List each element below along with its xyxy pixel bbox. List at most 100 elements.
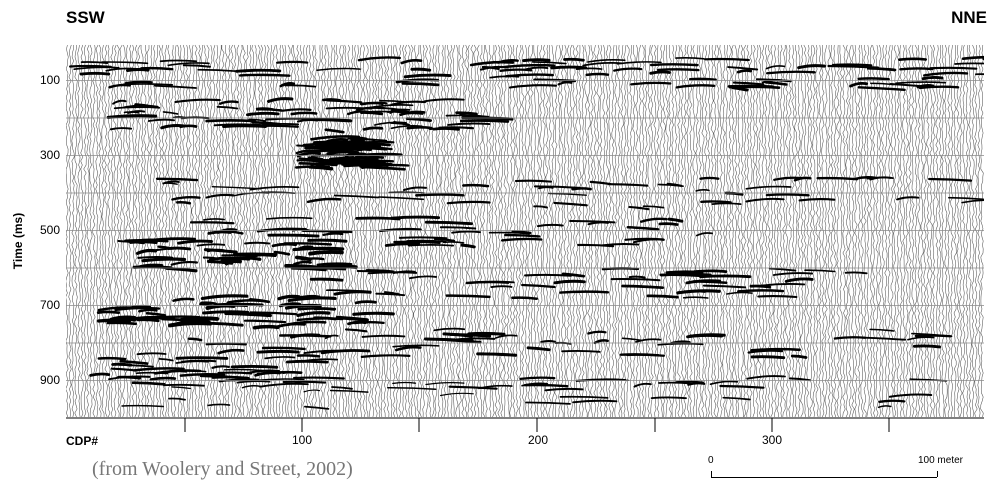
wiggle-trace xyxy=(557,44,561,418)
reflector-streak xyxy=(295,149,315,155)
reflector-streak xyxy=(140,66,174,71)
reflector-streak xyxy=(975,73,984,76)
reflector-streak xyxy=(325,106,372,110)
reflector-streak xyxy=(765,70,816,75)
reflector-streak xyxy=(235,68,282,73)
wiggle-trace xyxy=(563,44,567,418)
reflector-streak xyxy=(764,81,788,86)
reflector-streak xyxy=(531,61,567,65)
reflector-streak xyxy=(362,126,384,131)
reflector-streak xyxy=(276,60,309,64)
wiggle-trace xyxy=(602,44,606,418)
y-tick-500: 500 xyxy=(39,223,60,237)
reflector-streak xyxy=(112,99,127,105)
reflector-streak xyxy=(667,217,684,223)
wiggle-trace xyxy=(584,44,588,418)
reflector-streak xyxy=(218,100,239,105)
wiggle-trace xyxy=(977,44,981,418)
reflector-streak xyxy=(176,200,192,205)
wiggle-trace xyxy=(788,44,792,418)
reflector-streak xyxy=(309,277,344,282)
wiggle-trace xyxy=(617,44,621,418)
reflector-streak xyxy=(571,187,592,191)
reflector-streak xyxy=(857,86,906,91)
reflector-streak xyxy=(378,106,406,112)
wiggle-trace xyxy=(569,44,573,418)
reflector-streak xyxy=(149,376,177,381)
y-tick-100: 100 xyxy=(39,73,60,87)
reflector-streak xyxy=(177,239,213,245)
reflector-streak xyxy=(101,61,149,65)
reflector-streak xyxy=(460,243,476,249)
wiggle-trace xyxy=(689,44,693,418)
reflector-streak xyxy=(171,196,201,201)
reflector-streak xyxy=(281,108,312,112)
wiggle-trace xyxy=(767,44,771,418)
reflector-streak xyxy=(575,67,603,71)
reflector-streak xyxy=(202,256,221,260)
reflector-streak xyxy=(533,205,548,209)
reflector-streak xyxy=(153,84,197,89)
reflector-streak xyxy=(290,111,318,116)
reflector-streak xyxy=(522,58,551,63)
wiggle-trace xyxy=(425,44,429,418)
reflector-streak xyxy=(585,72,610,77)
reflector-streak xyxy=(895,81,947,85)
reflector-streak xyxy=(745,185,792,190)
reflector-streak xyxy=(536,223,564,228)
reflector-streak xyxy=(657,342,704,346)
reflector-streak xyxy=(788,377,811,382)
reflector-streak xyxy=(316,262,353,267)
wiggle-trace xyxy=(104,44,108,418)
reflector-streak xyxy=(490,285,513,289)
reflector-streak xyxy=(296,354,321,358)
reflector-streak xyxy=(232,252,277,258)
reflector-streak xyxy=(889,83,927,88)
wiggle-trace xyxy=(908,44,912,418)
reflector-streak xyxy=(355,155,385,161)
reflector-streak xyxy=(442,332,474,338)
reflector-streak xyxy=(261,346,306,351)
reflector-streak xyxy=(316,150,334,153)
wiggle-trace xyxy=(749,44,753,418)
reflector-streak xyxy=(635,338,662,343)
reflector-streak xyxy=(307,238,348,243)
reflector-streak xyxy=(448,385,498,390)
reflector-streak xyxy=(224,259,242,266)
wiggle-trace xyxy=(605,44,609,418)
reflector-streak xyxy=(161,317,196,323)
wiggle-trace xyxy=(410,44,414,418)
wiggle-trace xyxy=(284,44,288,418)
reflector-streak xyxy=(137,255,174,259)
wiggle-trace xyxy=(932,44,936,418)
reflector-streak xyxy=(255,107,283,112)
wiggle-trace xyxy=(164,44,168,418)
reflector-streak xyxy=(587,330,607,335)
wiggle-trace xyxy=(452,44,456,418)
wiggle-trace xyxy=(764,44,768,418)
reflector-streak xyxy=(462,183,490,188)
reflector-streak xyxy=(649,70,671,75)
y-tick-300: 300 xyxy=(39,148,60,162)
reflector-streak xyxy=(333,194,380,199)
reflector-streak xyxy=(658,222,679,226)
reflector-streak xyxy=(298,161,338,167)
reflector-streak xyxy=(279,82,296,88)
reflector-streak xyxy=(155,177,199,182)
direction-label-nne: NNE xyxy=(951,8,987,27)
reflector-streak xyxy=(415,193,465,197)
reflector-streak xyxy=(702,284,747,289)
reflector-streak xyxy=(117,240,145,245)
reflector-streak xyxy=(746,375,786,380)
reflector-streak xyxy=(266,216,313,220)
reflector-streak xyxy=(658,381,692,385)
wiggle-trace xyxy=(818,44,822,418)
wiggle-trace xyxy=(869,44,873,418)
wiggle-trace xyxy=(440,44,444,418)
reflector-streak xyxy=(248,298,271,304)
wiggle-trace xyxy=(443,44,447,418)
reflector-streak xyxy=(478,384,513,390)
scale-bar: 0 100 meter xyxy=(708,455,963,485)
wiggle-trace xyxy=(77,44,81,418)
wiggle-trace xyxy=(179,44,183,418)
